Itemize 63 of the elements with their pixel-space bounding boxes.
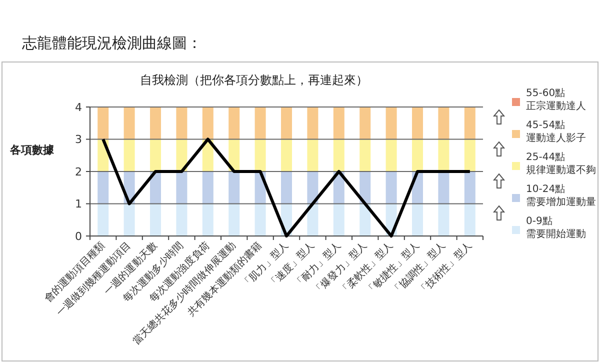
bar (176, 172, 188, 204)
bar (98, 172, 109, 204)
bar (386, 107, 397, 140)
bar (438, 107, 450, 140)
bar (150, 172, 161, 204)
bar (202, 172, 214, 204)
bar (438, 139, 450, 172)
bar (124, 139, 135, 172)
bar (254, 107, 266, 140)
legend-label: 55-60點正宗運動達人 (526, 87, 586, 112)
y-tick-label: 4 (75, 100, 82, 114)
bar (150, 139, 161, 172)
bar (438, 172, 450, 204)
bar (202, 204, 214, 236)
bar (124, 107, 135, 140)
y-axis-title: 各項數據 (9, 144, 55, 156)
bar (307, 139, 318, 172)
chart-title: 志龍體能現況檢測曲線圖： (22, 34, 202, 52)
bar (202, 107, 214, 140)
bar (333, 139, 344, 172)
bar (281, 172, 292, 204)
y-tick-label: 0 (75, 230, 82, 243)
legend-label: 10-24點需要增加運動量 (526, 183, 596, 208)
bar (150, 204, 161, 236)
bar (464, 204, 476, 236)
bar (360, 172, 371, 204)
bar (98, 107, 109, 140)
bar (307, 172, 318, 204)
bar (254, 139, 266, 172)
bar (124, 204, 135, 236)
bar (333, 204, 344, 236)
bar (464, 107, 476, 140)
bar (176, 204, 188, 236)
bar (307, 107, 318, 140)
bar (360, 139, 371, 172)
bar (333, 107, 344, 140)
y-tick-label: 3 (75, 133, 82, 146)
line-series (102, 138, 472, 238)
bar (98, 204, 109, 236)
bar (412, 139, 423, 172)
bar (254, 204, 266, 236)
bar (360, 107, 371, 140)
bar (412, 107, 423, 140)
legend-label: 45-54點運動達人影子 (526, 119, 586, 144)
bar (228, 107, 240, 140)
bar (412, 204, 423, 236)
bar (386, 172, 397, 204)
bar (176, 107, 188, 140)
bar (281, 107, 292, 140)
bar (386, 139, 397, 172)
bar (464, 172, 476, 204)
bar (464, 139, 476, 172)
bar (438, 204, 450, 236)
bar (281, 139, 292, 172)
chart-subtitle: 自我檢測（把你各項分數點上，再連起來） (140, 73, 368, 87)
y-tick-label: 2 (75, 165, 82, 178)
legend-label: 0-9點需要開始運動 (526, 215, 586, 240)
bar (228, 172, 240, 204)
legend-label: 25-44點規律運動還不夠 (526, 151, 596, 176)
y-tick-label: 1 (75, 198, 82, 211)
bar (360, 204, 371, 236)
bar (228, 204, 240, 236)
bar (150, 107, 161, 140)
